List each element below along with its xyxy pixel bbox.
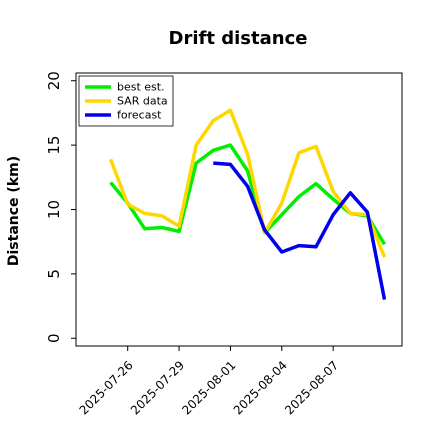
y-tick-label: 15 [45, 136, 63, 155]
y-tick-label: 20 [45, 71, 63, 90]
series-line-sar-data [108, 108, 387, 258]
y-axis: 0 5 10 15 20 [45, 71, 76, 343]
chart-title: Drift distance [169, 28, 308, 49]
y-tick-label: 10 [45, 200, 63, 219]
legend-label: best est. [117, 81, 165, 94]
y-tick-label: 0 [45, 334, 63, 344]
series-line-best-est [109, 143, 386, 246]
legend-label: SAR data [117, 95, 168, 108]
y-tick-label: 5 [45, 269, 63, 279]
series-layer [108, 108, 387, 300]
y-axis-label: Distance (km) [6, 156, 22, 266]
series-line-forecast [213, 161, 387, 300]
legend-label: forecast [117, 109, 162, 122]
